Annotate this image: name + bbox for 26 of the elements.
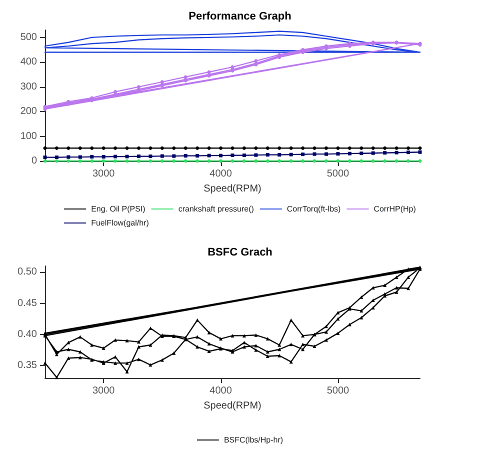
y-tick-label: 400: [20, 56, 38, 68]
x-tick-label: 4000: [210, 168, 232, 180]
chart-title: BSFC Grach: [208, 246, 273, 258]
legend-label: CorrHP(Hp): [374, 204, 416, 214]
legend-label: crankshaft pressure(): [178, 204, 254, 214]
legend-label: Eng. Oil P(PSI): [91, 204, 146, 214]
y-tick-label: 500: [20, 32, 38, 43]
legend-label: CorrTorq(ft-lbs): [286, 204, 342, 214]
y-tick-label: 0.45: [18, 298, 38, 309]
x-tick-label: 3000: [92, 386, 116, 396]
x-tick-label: 5000: [326, 386, 350, 396]
y-tick-label: 0.40: [18, 328, 38, 340]
y-tick-label: 200: [20, 106, 38, 118]
legend-label: BSFC(lbs/Hp-hr): [224, 436, 284, 444]
y-tick-label: 0: [31, 156, 38, 166]
x-tick-label: 3000: [92, 168, 116, 180]
legend-label: FuelFlow(gal/hr): [91, 218, 150, 228]
chart-title: Performance Graph: [188, 10, 292, 22]
x-axis-title: Speed(RPM): [204, 400, 262, 412]
x-axis-title: Speed(RPM): [204, 183, 262, 194]
x-tick-label: 5000: [326, 168, 350, 180]
y-tick-label: 300: [20, 81, 38, 92]
x-tick-label: 4000: [210, 386, 232, 396]
y-tick-label: 100: [20, 130, 38, 142]
y-tick-label: 0.35: [18, 360, 38, 372]
y-tick-label: 0.50: [18, 266, 38, 278]
